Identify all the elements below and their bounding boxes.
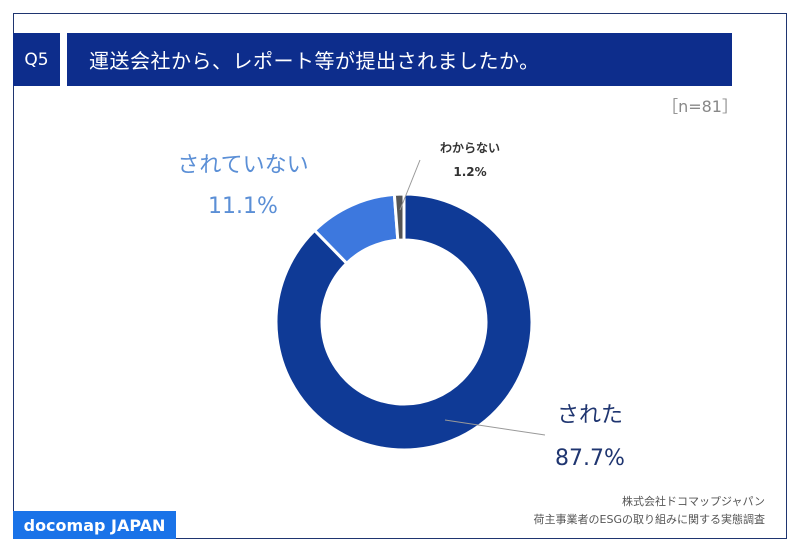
docomap-logo: docomap JAPAN (13, 511, 176, 539)
footer-credits: 株式会社ドコマップジャパン 荷主事業者のESGの取り組みに関する実態調査 (534, 493, 765, 529)
question-title: 運送会社から、レポート等が提出されましたか。 (67, 33, 732, 86)
survey-name: 荷主事業者のESGの取り組みに関する実態調査 (533, 513, 765, 526)
donut-slice-2 (392, 192, 406, 242)
category-label-1: されていない (177, 153, 308, 178)
leader-line-2 (399, 159, 421, 211)
leader-line-0 (444, 419, 546, 436)
category-label-2: わからない (440, 141, 500, 155)
value-label-2: 1.2% (453, 165, 486, 179)
value-label-0: 87.7% (555, 446, 625, 471)
category-label-0: された (557, 403, 623, 428)
question-number: Q5 (13, 33, 60, 86)
value-label-1: 11.1% (208, 194, 278, 219)
company-name: 株式会社ドコマップジャパン (622, 495, 765, 508)
sample-size: ［n=81］ (662, 97, 738, 116)
chart-frame (13, 13, 787, 539)
